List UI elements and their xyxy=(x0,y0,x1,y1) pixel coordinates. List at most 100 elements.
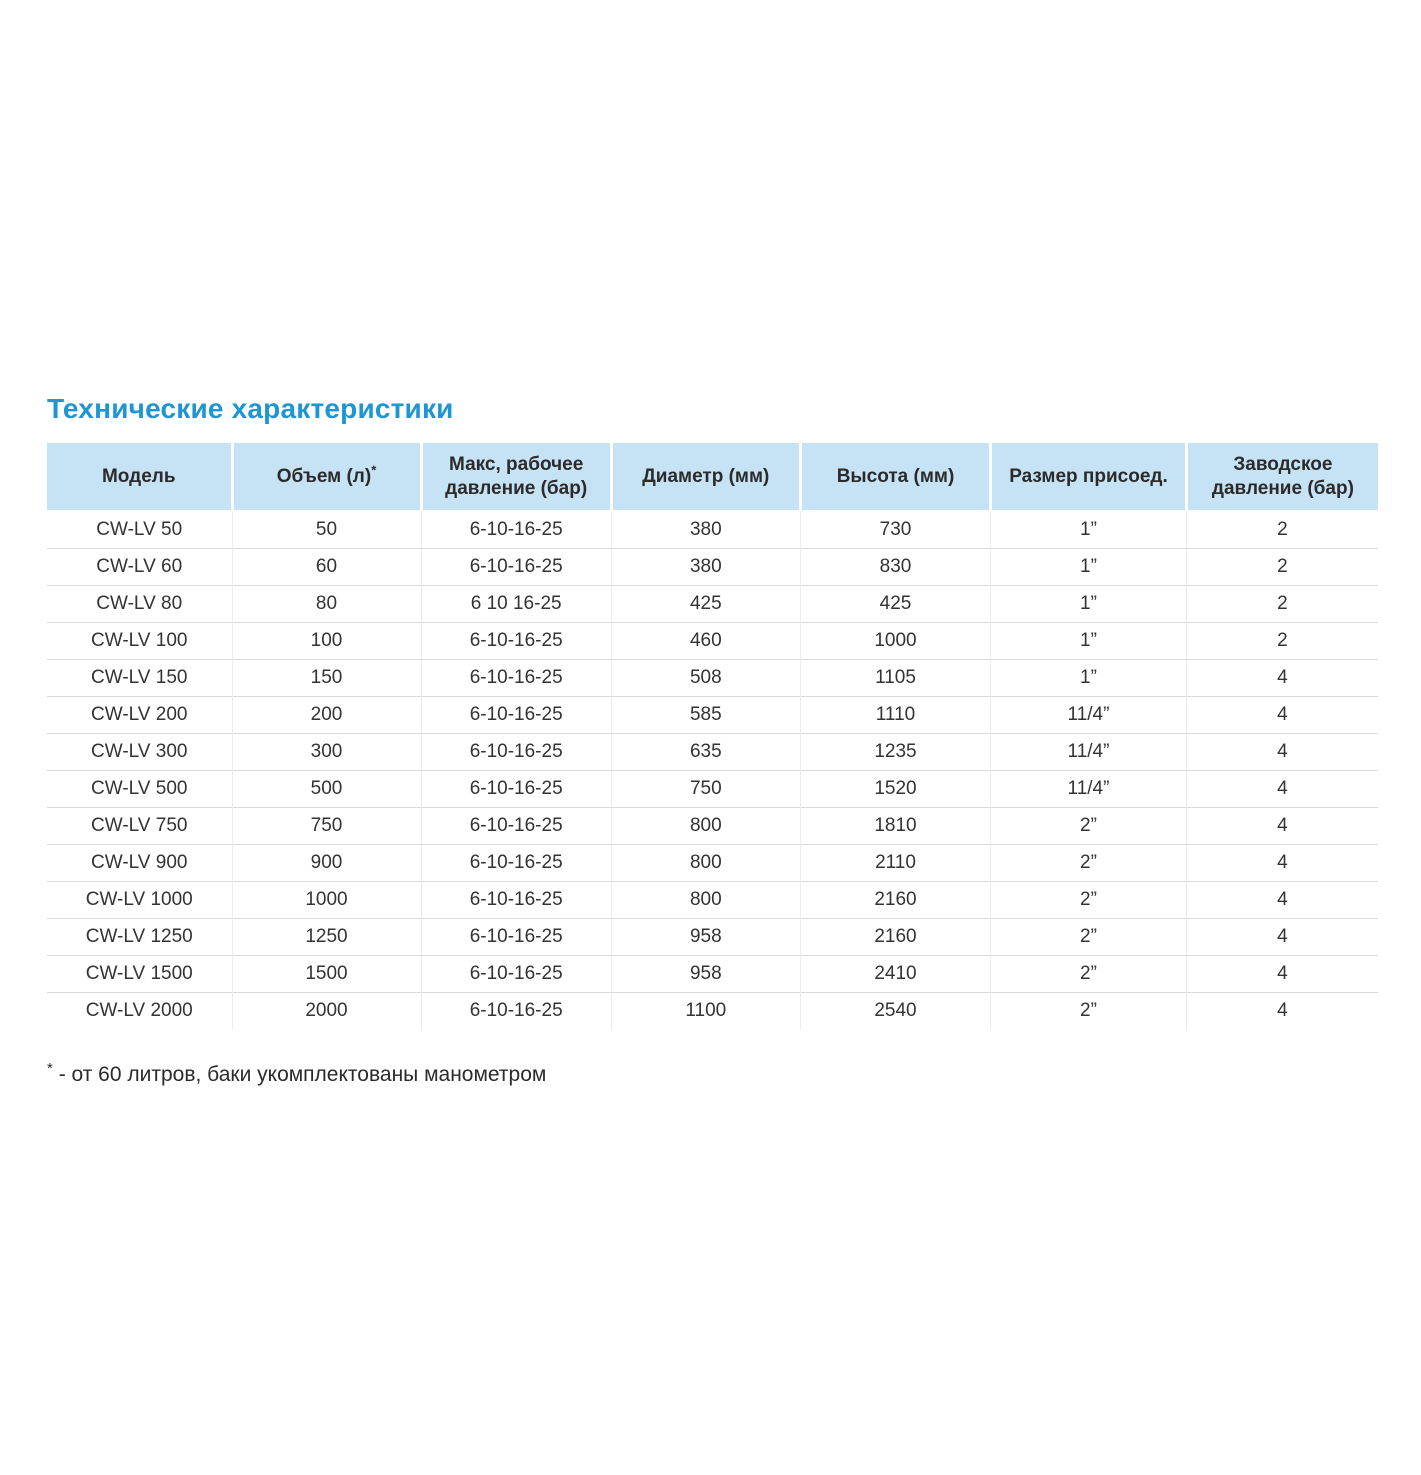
table-cell: CW-LV 200 xyxy=(47,695,232,733)
table-cell: 2” xyxy=(990,917,1187,955)
table-cell: 2000 xyxy=(231,991,421,1029)
table-cell: 750 xyxy=(231,806,421,844)
table-cell: CW-LV 1250 xyxy=(47,917,232,955)
footnote: * - от 60 литров, баки укомплектованы ма… xyxy=(47,1060,1378,1087)
table-cell: CW-LV 150 xyxy=(47,658,232,696)
table-cell: 1” xyxy=(990,621,1187,659)
table-cell: 1000 xyxy=(231,880,421,918)
table-cell: 830 xyxy=(799,547,991,585)
table-cell: 4 xyxy=(1185,769,1378,807)
table-header: Модель Объем (л)* Макс, рабочее давление (… xyxy=(47,443,1378,511)
table-row: CW-LV 200 200 6-10-16-25 585 1110 11/4” 4 xyxy=(47,695,1378,733)
footnote-marker: * xyxy=(47,1060,53,1077)
table-row: CW-LV 80 80 6 10 16-25 425 425 1” 2 xyxy=(47,584,1378,622)
table-cell: 750 xyxy=(610,769,801,807)
table-cell: 4 xyxy=(1185,917,1378,955)
spec-table: Модель Объем (л)* Макс, рабочее давление (… xyxy=(47,443,1378,1029)
table-cell: 1105 xyxy=(799,658,991,696)
table-cell: 2 xyxy=(1185,584,1378,622)
header-cell-0: Модель xyxy=(47,443,232,511)
table-cell: 4 xyxy=(1185,806,1378,844)
table-cell: 6-10-16-25 xyxy=(420,880,612,918)
table-cell: CW-LV 50 xyxy=(47,510,232,548)
table-cell: 958 xyxy=(610,917,801,955)
table-cell: 380 xyxy=(610,510,801,548)
table-cell: CW-LV 100 xyxy=(47,621,232,659)
table-cell: 200 xyxy=(231,695,421,733)
table-cell: 150 xyxy=(231,658,421,696)
table-cell: 508 xyxy=(610,658,801,696)
table-cell: 6-10-16-25 xyxy=(420,547,612,585)
table-row: CW-LV 900 900 6-10-16-25 800 2110 2” 4 xyxy=(47,843,1378,881)
table-cell: 100 xyxy=(231,621,421,659)
table-cell: 1520 xyxy=(799,769,991,807)
table-cell: 2” xyxy=(990,880,1187,918)
table-row: CW-LV 1000 1000 6-10-16-25 800 2160 2” 4 xyxy=(47,880,1378,918)
table-cell: CW-LV 750 xyxy=(47,806,232,844)
table-cell: 6-10-16-25 xyxy=(420,806,612,844)
table-cell: CW-LV 2000 xyxy=(47,991,232,1029)
table-cell: 6 10 16-25 xyxy=(420,584,612,622)
table-cell: 6-10-16-25 xyxy=(420,510,612,548)
table-row: CW-LV 50 50 6-10-16-25 380 730 1” 2 xyxy=(47,510,1378,548)
table-cell: 2 xyxy=(1185,621,1378,659)
table-cell: 635 xyxy=(610,732,801,770)
table-cell: 1235 xyxy=(799,732,991,770)
table-cell: 460 xyxy=(610,621,801,659)
table-cell: 11/4” xyxy=(990,732,1187,770)
table-row: CW-LV 500 500 6-10-16-25 750 1520 11/4” 4 xyxy=(47,769,1378,807)
table-cell: 4 xyxy=(1185,954,1378,992)
table-cell: 4 xyxy=(1185,732,1378,770)
table-cell: 1250 xyxy=(231,917,421,955)
table-row: CW-LV 1250 1250 6-10-16-25 958 2160 2” 4 xyxy=(47,917,1378,955)
table-cell: 6-10-16-25 xyxy=(420,843,612,881)
footnote-text: - от 60 литров, баки укомплектованы мано… xyxy=(58,1063,547,1086)
table-row: CW-LV 2000 2000 6-10-16-25 1100 2540 2” 4 xyxy=(47,991,1378,1029)
table-cell: 425 xyxy=(799,584,991,622)
table-cell: 2 xyxy=(1185,510,1378,548)
table-cell: 800 xyxy=(610,880,801,918)
table-row: CW-LV 60 60 6-10-16-25 380 830 1” 2 xyxy=(47,547,1378,585)
table-cell: 2110 xyxy=(799,843,991,881)
table-cell: 6-10-16-25 xyxy=(420,917,612,955)
table-cell: 11/4” xyxy=(990,695,1187,733)
table-cell: 4 xyxy=(1185,991,1378,1029)
table-cell: 4 xyxy=(1185,695,1378,733)
table-cell: 4 xyxy=(1185,880,1378,918)
table-cell: 50 xyxy=(231,510,421,548)
table-cell: 6-10-16-25 xyxy=(420,658,612,696)
table-cell: 2” xyxy=(990,806,1187,844)
table-cell: 380 xyxy=(610,547,801,585)
header-superscript: * xyxy=(371,462,377,478)
table-cell: 80 xyxy=(231,584,421,622)
table-row: CW-LV 1500 1500 6-10-16-25 958 2410 2” 4 xyxy=(47,954,1378,992)
table-cell: 6-10-16-25 xyxy=(420,954,612,992)
table-cell: CW-LV 60 xyxy=(47,547,232,585)
table-cell: 4 xyxy=(1185,843,1378,881)
header-cell-4: Высота (мм) xyxy=(798,443,991,511)
table-cell: 900 xyxy=(231,843,421,881)
table-cell: 800 xyxy=(610,843,801,881)
header-cell-5: Размер присоед. xyxy=(989,443,1187,511)
table-cell: 1110 xyxy=(799,695,991,733)
table-cell: 6-10-16-25 xyxy=(420,769,612,807)
table-cell: CW-LV 500 xyxy=(47,769,232,807)
table-row: CW-LV 750 750 6-10-16-25 800 1810 2” 4 xyxy=(47,806,1378,844)
table-cell: 1” xyxy=(990,658,1187,696)
table-cell: 1” xyxy=(990,584,1187,622)
table-cell: 2160 xyxy=(799,917,991,955)
table-cell: 2160 xyxy=(799,880,991,918)
table-cell: 500 xyxy=(231,769,421,807)
table-cell: 6-10-16-25 xyxy=(420,991,612,1029)
table-cell: 800 xyxy=(610,806,801,844)
table-header-row: Модель Объем (л)* Макс, рабочее давление (… xyxy=(47,443,1378,511)
page-title: Технические характеристики xyxy=(47,393,454,424)
table-cell: 2 xyxy=(1185,547,1378,585)
table-cell: 6-10-16-25 xyxy=(420,732,612,770)
table-cell: CW-LV 80 xyxy=(47,584,232,622)
table-cell: 2540 xyxy=(799,991,991,1029)
spec-section: Технические характеристики Модель Объем (… xyxy=(47,393,1378,1087)
table-cell: 2” xyxy=(990,954,1187,992)
table-cell: 425 xyxy=(610,584,801,622)
